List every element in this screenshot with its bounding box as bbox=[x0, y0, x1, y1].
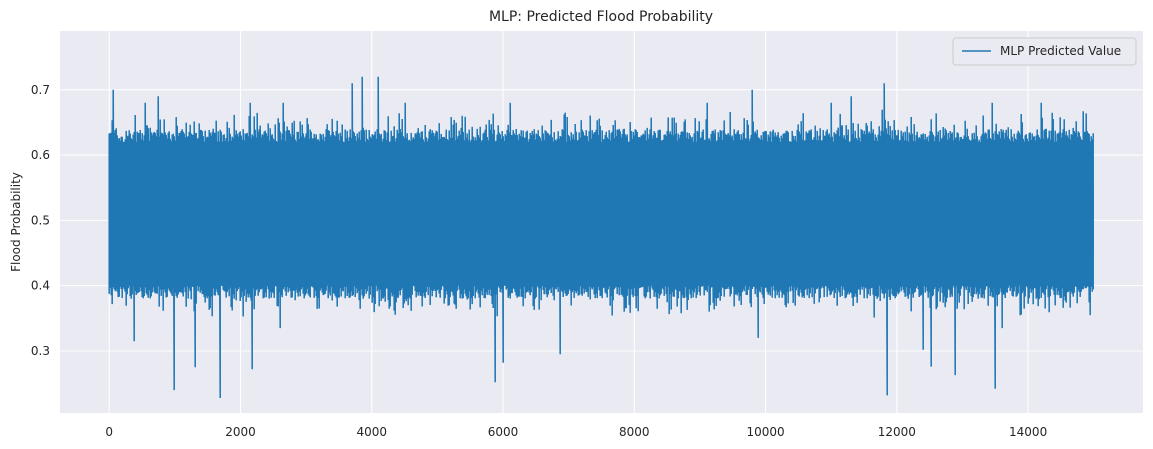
series-dense-core bbox=[109, 187, 1094, 254]
y-tick-label: 0.3 bbox=[31, 344, 50, 358]
x-tick-label: 8000 bbox=[619, 425, 650, 439]
x-tick-label: 10000 bbox=[746, 425, 784, 439]
x-axis-ticks: 0 2000 4000 6000 8000 10000 12000 14000 bbox=[105, 425, 1047, 439]
legend-series-label: MLP Predicted Value bbox=[1000, 44, 1121, 58]
y-tick-label: 0.6 bbox=[31, 148, 50, 162]
y-tick-label: 0.7 bbox=[31, 83, 50, 97]
legend-box bbox=[952, 37, 1137, 66]
x-tick-label: 12000 bbox=[878, 425, 916, 439]
y-tick-label: 0.5 bbox=[31, 213, 50, 227]
legend: MLP Predicted Value bbox=[952, 37, 1137, 66]
x-tick-label: 14000 bbox=[1009, 425, 1047, 439]
series-layer bbox=[108, 76, 1094, 399]
x-tick-label: 0 bbox=[105, 425, 113, 439]
y-axis-label: Flood Probability bbox=[9, 172, 23, 272]
chart-title: MLP: Predicted Flood Probability bbox=[489, 9, 713, 25]
x-tick-label: 6000 bbox=[488, 425, 519, 439]
x-tick-label: 2000 bbox=[225, 425, 256, 439]
x-tick-label: 4000 bbox=[356, 425, 387, 439]
y-tick-label: 0.4 bbox=[31, 279, 50, 293]
y-axis-ticks: 0.3 0.4 0.5 0.6 0.7 bbox=[31, 83, 50, 358]
